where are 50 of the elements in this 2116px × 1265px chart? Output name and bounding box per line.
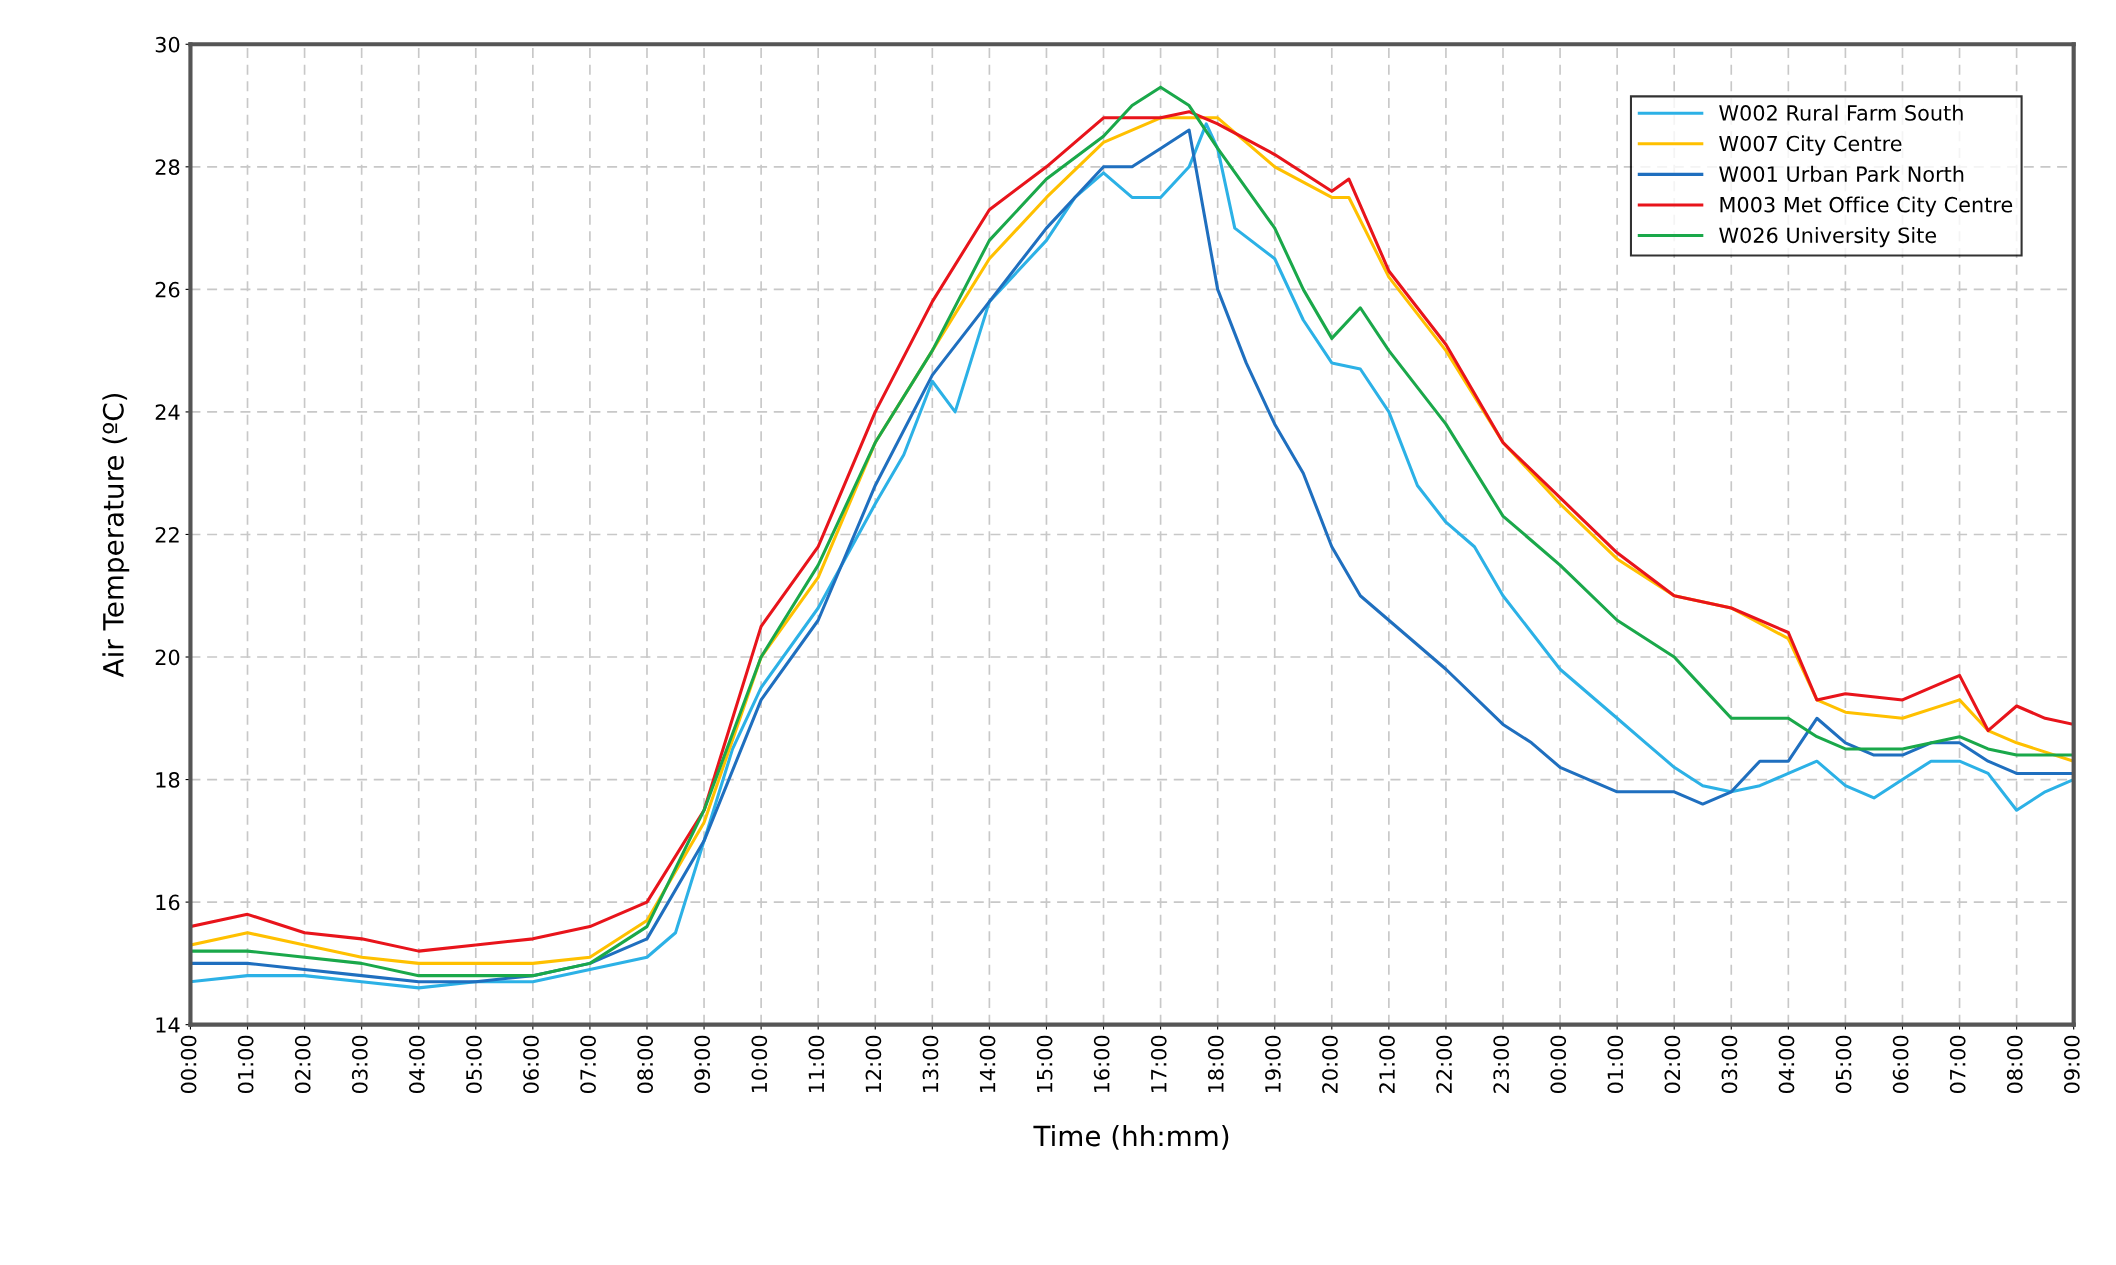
x-tick-label: 17:00 [1150,1035,1167,1093]
x-tick-label: 22:00 [1436,1035,1452,1093]
y-tick-label: 22 [155,526,179,543]
x-tick-label: 15:00 [1036,1035,1053,1093]
x-tick-label: 00:00 [180,1035,197,1094]
x-tick-label: 08:00 [637,1035,654,1094]
x-tick-label: 06:00 [523,1035,539,1094]
x-tick-label: 09:00 [2063,1035,2080,1094]
legend-label: W001 Urban Park North [1719,165,1964,182]
x-tick-label: 09:00 [694,1035,711,1094]
y-tick-label: 28 [155,159,180,176]
x-tick-label: 01:00 [1607,1035,1624,1094]
x-tick-label: 00:00 [1550,1035,1567,1094]
legend-label: W007 City Centre [1719,135,1902,156]
x-tick-label: 14:00 [979,1035,996,1093]
x-tick-label: 10:00 [751,1035,768,1093]
x-axis-title: Time (hh:mm) [1033,1124,1229,1150]
x-tick-label: 23:00 [1493,1035,1510,1093]
x-tick-label: 11:00 [808,1035,825,1093]
y-tick-label: 14 [156,1017,180,1033]
y-tick-label: 18 [156,772,180,788]
legend-label: W026 University Site [1719,227,1937,248]
x-tick-label: 08:00 [2006,1035,2023,1094]
x-tick-label: 13:00 [922,1035,939,1093]
x-tick-label: 04:00 [409,1035,425,1094]
x-tick-label: 16:00 [1093,1035,1110,1093]
x-tick-label: 03:00 [1721,1035,1738,1094]
x-tick-label: 18:00 [1207,1035,1224,1093]
x-tick-label: 12:00 [865,1035,882,1093]
x-tick-label: 01:00 [237,1035,254,1094]
y-tick-label: 16 [156,894,180,911]
y-tick-label: 20 [155,649,180,666]
x-tick-label: 19:00 [1265,1035,1281,1093]
y-tick-label: 24 [155,404,180,420]
y-tick-label: 30 [155,36,180,53]
x-tick-label: 02:00 [294,1035,311,1094]
x-tick-label: 20:00 [1322,1035,1338,1093]
x-tick-label: 02:00 [1664,1035,1681,1094]
x-tick-label: 07:00 [580,1035,596,1094]
y-tick-label: 26 [155,281,180,298]
x-tick-label: 21:00 [1379,1035,1395,1093]
y-axis-title: Air Temperature (ºC) [102,393,130,678]
x-tick-label: 07:00 [1949,1035,1966,1094]
legend-label: W002 Rural Farm South [1719,104,1963,121]
x-tick-label: 05:00 [1835,1035,1852,1094]
legend-label: M003 Met Office City Centre [1720,196,2013,217]
x-tick-label: 04:00 [1778,1035,1795,1094]
x-tick-label: 05:00 [466,1035,482,1094]
x-tick-label: 03:00 [351,1035,368,1094]
x-tick-label: 06:00 [1892,1035,1909,1094]
